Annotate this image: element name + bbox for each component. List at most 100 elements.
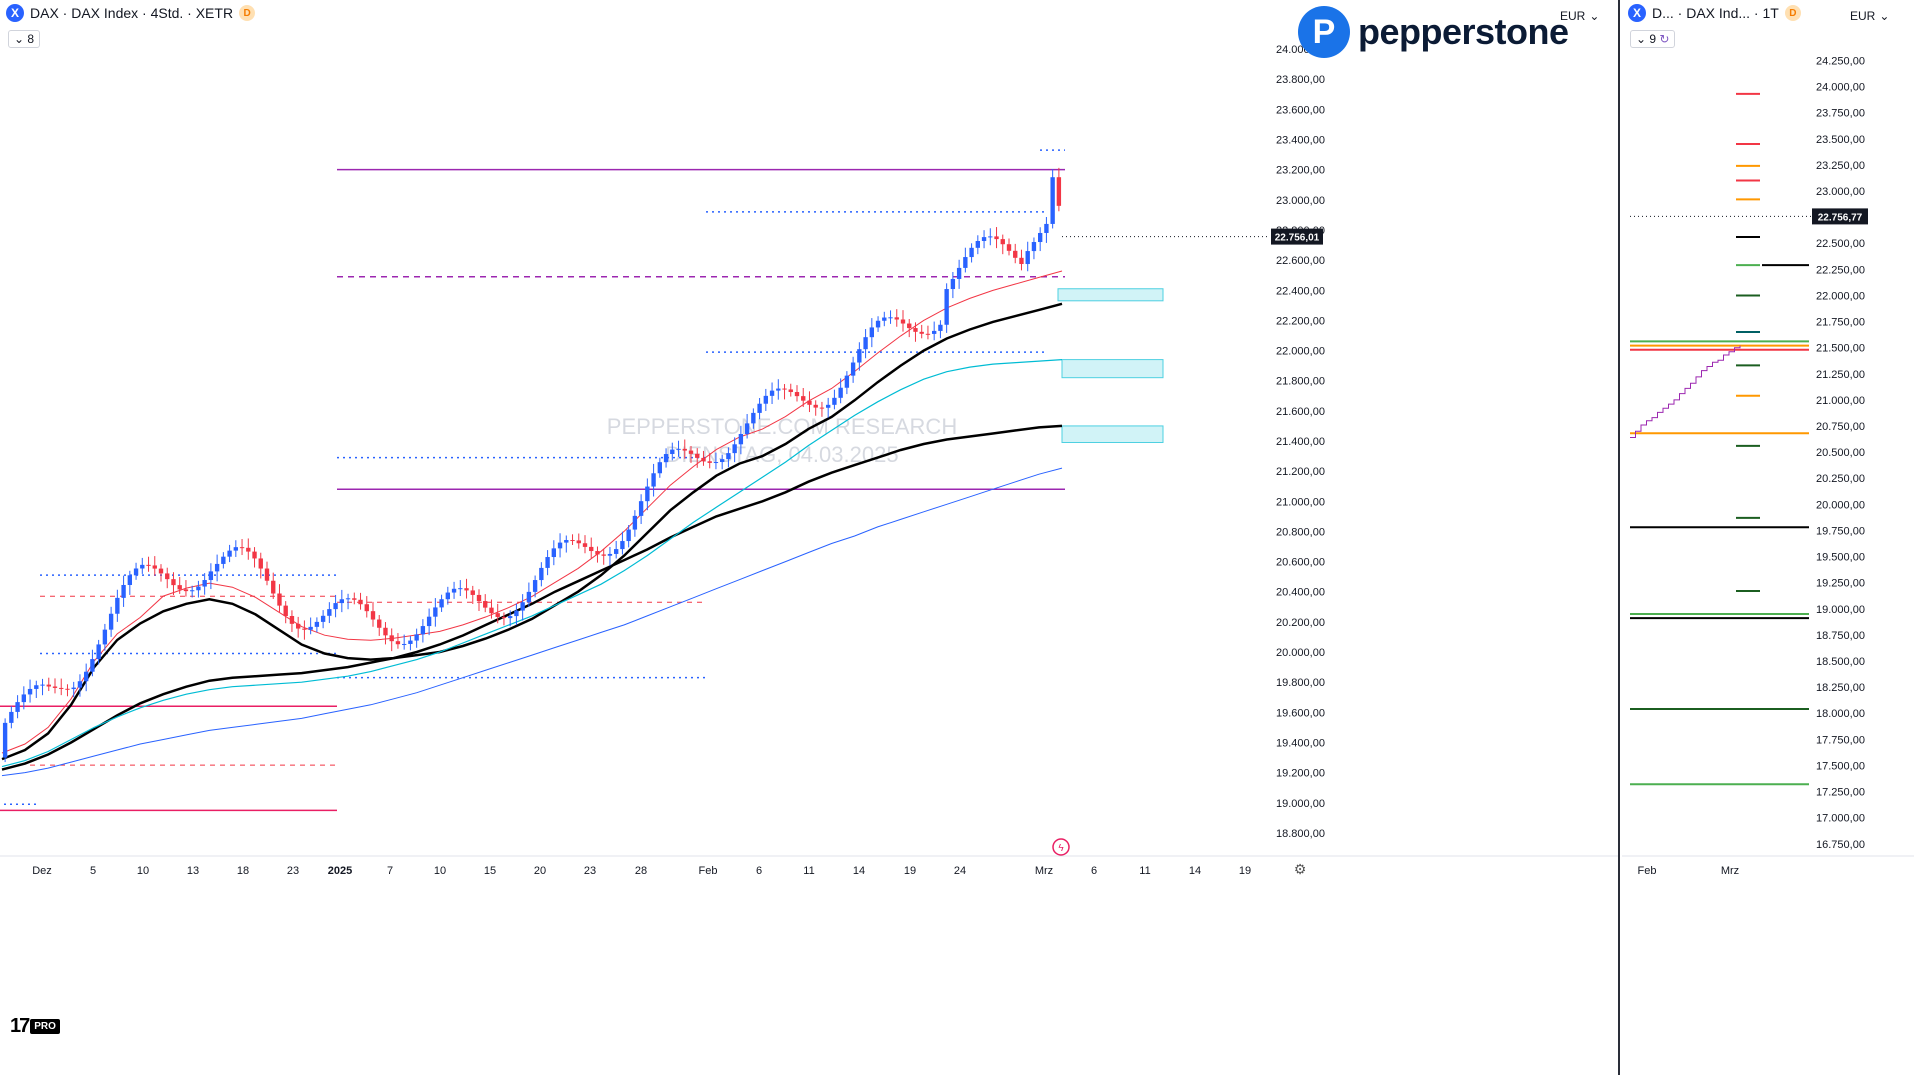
- candle-body: [221, 556, 226, 564]
- daily-chart-pane[interactable]: 24.250,00 24.000,00 23.750,00 23.500,00 23.2…: [1622, 0, 1914, 1075]
- candle-body: [377, 619, 382, 628]
- candle-body: [327, 609, 332, 616]
- price-axis-label: 22.500,00: [1816, 238, 1865, 250]
- candle-body: [520, 602, 525, 611]
- chart-title[interactable]: DAX · DAX Index · 4Std. · XETR: [30, 5, 234, 21]
- main-chart[interactable]: 24.000,0023.800,0023.600,0023.400,0023.2…: [0, 0, 1620, 1075]
- candle-body: [570, 540, 575, 542]
- time-axis-label: 20: [534, 865, 546, 877]
- price-axis-label: 20.200,00: [1276, 617, 1325, 629]
- candle: [127, 570, 133, 595]
- candle-body: [127, 575, 133, 585]
- daily-chart[interactable]: 24.250,00 24.000,00 23.750,00 23.500,00 23.2…: [1622, 0, 1914, 1075]
- candle: [607, 547, 613, 566]
- daily-chart-title[interactable]: D... · DAX Ind... · 1T: [1652, 5, 1779, 21]
- main-chart-pane[interactable]: 24.000,00 23.800,00 23.600,00 23.400,00 23.2…: [0, 0, 1620, 1075]
- symbol-icon[interactable]: X: [6, 4, 24, 22]
- candle-body: [239, 547, 245, 549]
- candle: [395, 633, 401, 649]
- candle: [433, 598, 438, 627]
- candle: [994, 227, 999, 249]
- delay-badge: D: [239, 5, 256, 21]
- candle-body: [140, 564, 145, 569]
- time-axis-label: 28: [635, 865, 647, 877]
- candle-body: [969, 247, 974, 258]
- candle-body: [420, 626, 426, 635]
- logo-text: pepperstone: [1358, 11, 1569, 52]
- candle-body: [507, 616, 513, 619]
- candle: [564, 535, 569, 553]
- price-axis-label: 21.250,00: [1816, 369, 1865, 381]
- candle: [813, 400, 818, 416]
- time-axis-label: 11: [1139, 865, 1150, 877]
- indicator-toggle[interactable]: ⌄ 9 ↻: [1630, 30, 1676, 48]
- daily-price-step-line: [1630, 345, 1741, 438]
- candle-body: [950, 278, 956, 290]
- price-axis-label: 23.000,00: [1816, 186, 1865, 198]
- candle: [177, 576, 182, 594]
- candle-body: [458, 588, 463, 590]
- candle-body: [171, 579, 176, 586]
- candle-body: [850, 362, 856, 376]
- candle: [90, 649, 95, 677]
- candle: [495, 603, 500, 624]
- currency-select[interactable]: EUR ⌄: [1844, 6, 1895, 26]
- candle-body: [794, 392, 800, 397]
- candle-body: [370, 611, 376, 620]
- tradingview-logo[interactable]: 17 PRO: [10, 1015, 60, 1038]
- price-axis-label: 23.250,00: [1816, 160, 1865, 172]
- candle-body: [1031, 242, 1037, 252]
- price-axis-label: 21.000,00: [1276, 496, 1325, 508]
- indicator-toggle[interactable]: ⌄ 8: [8, 30, 41, 48]
- price-axis-label: 22.000,00: [1816, 290, 1865, 302]
- time-axis-label: 19: [904, 865, 916, 877]
- candle-body: [2, 722, 8, 758]
- candle: [370, 601, 376, 627]
- candle: [77, 674, 83, 697]
- candle: [102, 623, 108, 651]
- candle-body: [651, 473, 656, 487]
- candle: [713, 452, 719, 470]
- watermark-line-1: PEPPERSTONE.COM RESEARCH: [607, 414, 957, 439]
- candle: [314, 617, 320, 633]
- candle-body: [414, 634, 419, 641]
- candle: [645, 478, 650, 511]
- candle: [850, 356, 856, 383]
- currency-select[interactable]: EUR ⌄: [1554, 6, 1605, 26]
- symbol-icon[interactable]: X: [1628, 4, 1646, 22]
- candle: [900, 310, 906, 332]
- candle-body: [27, 688, 33, 695]
- candle: [632, 510, 638, 537]
- price-axis-label: 23.750,00: [1816, 108, 1865, 120]
- candle: [919, 324, 924, 339]
- candle: [146, 556, 151, 572]
- candle-body: [757, 403, 762, 413]
- candle: [825, 397, 831, 418]
- candle: [863, 329, 868, 359]
- candle-body: [196, 586, 201, 591]
- candle-body: [271, 580, 276, 594]
- pepperstone-logo: P pepperstone: [1298, 6, 1569, 58]
- candle: [295, 616, 301, 638]
- candle-body: [77, 681, 83, 688]
- candle: [221, 552, 226, 569]
- candle-body: [439, 599, 444, 608]
- candle: [71, 681, 76, 698]
- tv-mark: 17: [10, 1015, 30, 1037]
- price-axis-label: 19.800,00: [1276, 677, 1325, 689]
- price-axis-label: 19.500,00: [1816, 552, 1865, 564]
- time-axis-label: Dez: [32, 865, 52, 877]
- candle-body: [607, 553, 613, 556]
- candle-body: [15, 702, 20, 712]
- candle-body: [769, 390, 775, 396]
- candle-body: [813, 404, 818, 408]
- candle: [52, 678, 58, 694]
- candle-body: [875, 320, 881, 328]
- candle-body: [102, 629, 108, 645]
- candle: [545, 550, 550, 576]
- indicator-count: 8: [27, 32, 35, 46]
- candle-body: [389, 635, 394, 642]
- sync-icon[interactable]: ↻: [1659, 32, 1670, 46]
- candle: [1044, 216, 1049, 243]
- candle-body: [682, 448, 687, 451]
